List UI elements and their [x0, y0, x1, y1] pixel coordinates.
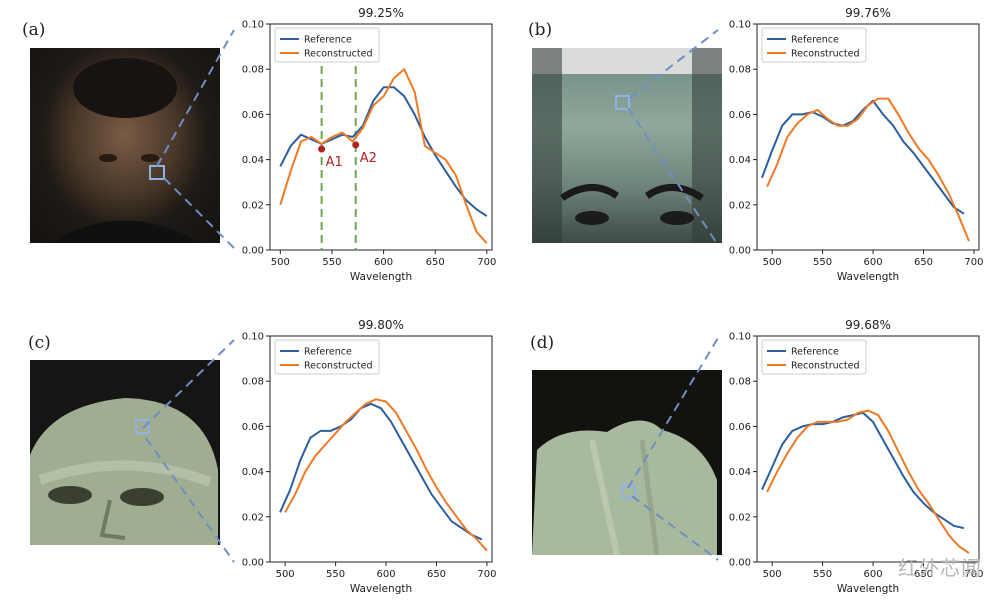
- series-line-reference: [279, 402, 483, 541]
- x-tick-label: 600: [863, 257, 882, 268]
- series-line-reconstructed: [766, 409, 970, 554]
- plot-frame: [756, 23, 980, 251]
- x-axis-label: Wavelength: [350, 271, 412, 283]
- y-tick-label: 0.04: [729, 155, 751, 166]
- x-axis-label: Wavelength: [350, 583, 412, 595]
- face-photo-b: [532, 48, 722, 243]
- y-tick-label: 0.10: [729, 332, 751, 343]
- legend-box: [274, 27, 380, 63]
- series-line-reconstructed: [284, 398, 488, 552]
- x-tick-label: 650: [914, 257, 933, 268]
- watermark: 红外芯闻: [898, 556, 982, 580]
- y-tick-label: 0.04: [242, 155, 264, 166]
- legend-label: Reference: [304, 35, 352, 46]
- x-tick-label: 550: [813, 257, 832, 268]
- legend-box: [761, 27, 867, 63]
- y-tick-label: 0.06: [242, 422, 264, 433]
- series-line-reconstructed: [766, 97, 970, 242]
- x-tick-label: 700: [477, 257, 496, 268]
- x-tick-label: 550: [813, 569, 832, 580]
- panel-label-b: (b): [528, 20, 553, 40]
- sample-box-a: [149, 165, 165, 180]
- face-photo-b-overlay: [532, 48, 722, 243]
- y-tick-label: 0.06: [729, 110, 751, 121]
- x-tick-label: 500: [763, 569, 782, 580]
- legend-label: Reconstructed: [791, 361, 860, 372]
- y-tick-label: 0.06: [242, 110, 264, 121]
- chart-c: 99.80% 0.00 0.02 0.04 0.06 0.08 0.10 500 550 600 6…: [242, 318, 497, 595]
- panel-label-a: (a): [22, 20, 46, 40]
- y-tick-label: 0.00: [729, 246, 751, 257]
- face-photo-a-overlay: [50, 58, 200, 243]
- x-tick-label: 600: [374, 257, 393, 268]
- legend-label: Reconstructed: [791, 49, 860, 60]
- y-tick-label: 0.00: [242, 558, 264, 569]
- chart-a: 99.25% 0.00 0.02 0.04 0.06 0.08 0.10 500 550 600 6…: [242, 6, 497, 283]
- y-tick-label: 0.02: [242, 200, 264, 211]
- x-tick-label: 550: [326, 569, 345, 580]
- plot-frame: [269, 335, 493, 563]
- y-tick-label: 0.08: [242, 65, 264, 76]
- annotation-label: A2: [360, 151, 377, 166]
- mask-photo-d: [532, 370, 722, 555]
- panel-label-c: (c): [28, 333, 51, 353]
- y-tick-label: 0.02: [729, 512, 751, 523]
- x-tick-label: 600: [376, 569, 395, 580]
- chart-title: 99.80%: [358, 318, 404, 332]
- legend-label: Reference: [791, 35, 839, 46]
- x-tick-label: 500: [763, 257, 782, 268]
- series-line-reference: [761, 411, 965, 530]
- y-tick-label: 0.02: [729, 200, 751, 211]
- x-tick-label: 650: [427, 569, 446, 580]
- y-tick-label: 0.04: [242, 467, 264, 478]
- x-tick-label: 550: [322, 257, 341, 268]
- x-tick-label: 650: [426, 257, 445, 268]
- panel-label-d: (d): [530, 333, 555, 353]
- chart-title: 99.25%: [358, 6, 404, 20]
- x-tick-label: 500: [271, 257, 290, 268]
- y-tick-label: 0.10: [729, 20, 751, 31]
- series-line-reference: [279, 86, 488, 217]
- mask-photo-c: [30, 360, 220, 545]
- y-tick-label: 0.10: [242, 20, 264, 31]
- annotation-marker: [318, 145, 326, 153]
- legend-label: Reconstructed: [304, 361, 373, 372]
- y-tick-label: 0.02: [242, 512, 264, 523]
- plot-frame: [756, 335, 980, 563]
- y-tick-label: 0.00: [729, 558, 751, 569]
- y-tick-label: 0.06: [729, 422, 751, 433]
- chart-d: 99.68% 0.00 0.02 0.04 0.06 0.08 0.10 500 550 600 6…: [729, 318, 984, 595]
- series-line-reference: [761, 99, 965, 215]
- y-tick-label: 0.08: [242, 377, 264, 388]
- annotation-marker: [352, 141, 360, 149]
- chart-title: 99.68%: [845, 318, 891, 332]
- mask-photo-c-overlay: [30, 398, 218, 545]
- x-tick-label: 500: [276, 569, 295, 580]
- y-tick-label: 0.08: [729, 65, 751, 76]
- chart-title: 99.76%: [845, 6, 891, 20]
- y-tick-label: 0.08: [729, 377, 751, 388]
- x-axis-label: Wavelength: [837, 271, 899, 283]
- y-tick-label: 0.00: [242, 246, 264, 257]
- y-tick-label: 0.10: [242, 332, 264, 343]
- legend-box: [274, 339, 380, 375]
- sample-box-b: [615, 95, 630, 110]
- legend-box: [761, 339, 867, 375]
- legend-label: Reference: [791, 347, 839, 358]
- series-line-reconstructed: [279, 68, 488, 244]
- mask-photo-d-overlay: [532, 420, 717, 555]
- face-photo-a: [30, 48, 220, 243]
- plot-frame: [269, 23, 493, 251]
- x-tick-label: 700: [477, 569, 496, 580]
- x-axis-label: Wavelength: [837, 583, 899, 595]
- x-tick-label: 700: [964, 569, 983, 580]
- chart-b: 99.76% 0.00 0.02 0.04 0.06 0.08 0.10 500 550 600 6…: [729, 6, 984, 283]
- x-tick-label: 600: [863, 569, 882, 580]
- legend-label: Reconstructed: [304, 49, 373, 60]
- y-tick-label: 0.04: [729, 467, 751, 478]
- x-tick-label: 700: [964, 257, 983, 268]
- legend-label: Reference: [304, 347, 352, 358]
- annotation-label: A1: [326, 155, 343, 170]
- x-tick-label: 650: [914, 569, 933, 580]
